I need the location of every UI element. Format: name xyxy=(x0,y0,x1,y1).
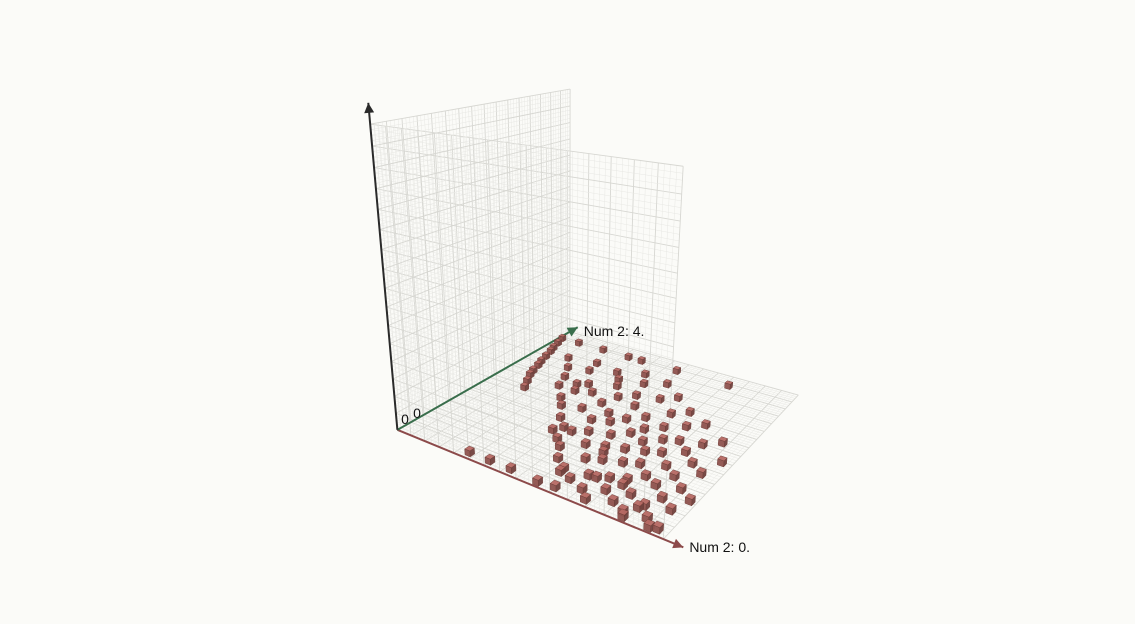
scatter-marker xyxy=(625,355,630,361)
scatter-marker xyxy=(638,358,643,364)
scatter-marker xyxy=(593,361,598,367)
scatter-marker xyxy=(600,347,605,353)
scatter-marker xyxy=(564,365,569,371)
scatter-marker xyxy=(641,372,646,379)
scatter-3d-chart[interactable] xyxy=(0,0,1135,624)
scatter-marker xyxy=(575,341,579,347)
scatter-marker xyxy=(586,368,591,374)
scatter-marker xyxy=(673,368,678,374)
scatter-marker xyxy=(565,355,569,361)
